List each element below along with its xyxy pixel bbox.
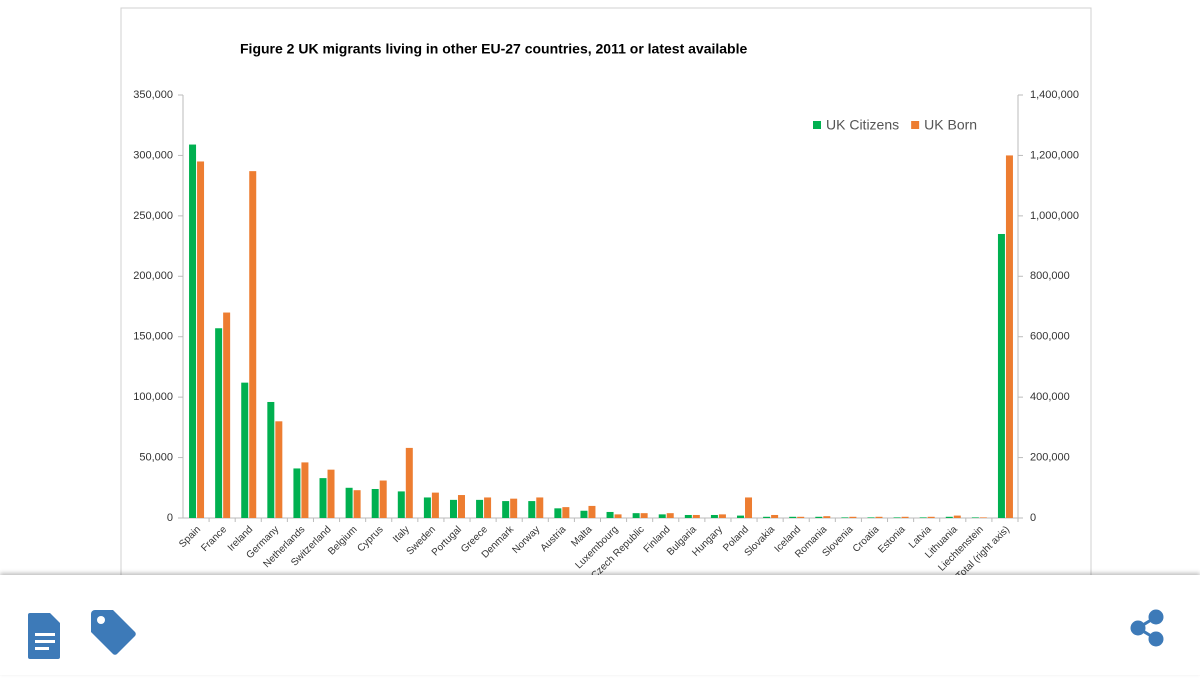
y-tick-label: 250,000	[133, 210, 173, 222]
bar	[737, 515, 745, 518]
bar	[588, 505, 596, 518]
bar	[692, 514, 700, 518]
y-tick-label: 150,000	[133, 331, 173, 343]
bar	[849, 516, 857, 518]
toolbar	[0, 575, 1200, 675]
bar	[554, 508, 562, 518]
bar	[867, 517, 875, 518]
bar	[293, 468, 301, 518]
bar	[684, 514, 692, 518]
bar	[1005, 155, 1013, 518]
bar	[919, 517, 927, 518]
y-tick-label: 50,000	[139, 451, 173, 463]
y-tick-label: 350,000	[133, 89, 173, 101]
bar	[267, 401, 275, 518]
bar	[710, 514, 718, 518]
bar	[510, 498, 518, 518]
bar	[606, 511, 614, 518]
bar	[476, 499, 484, 518]
bar	[319, 478, 327, 518]
bar	[841, 517, 849, 518]
bar	[658, 514, 666, 518]
bar	[275, 421, 283, 518]
bar	[397, 491, 405, 518]
bar	[893, 517, 901, 518]
y-tick-label: 1,000,000	[1030, 210, 1079, 222]
bar	[815, 516, 823, 518]
bar	[979, 517, 987, 518]
y-tick-label: 100,000	[133, 391, 173, 403]
bar	[666, 513, 674, 518]
bar	[528, 501, 536, 518]
bar	[971, 517, 979, 518]
bar	[371, 488, 379, 518]
bar	[457, 495, 465, 518]
legend-swatch	[911, 121, 920, 129]
bar	[301, 462, 309, 518]
bar	[823, 516, 831, 518]
bar	[945, 516, 953, 518]
bar	[405, 447, 413, 518]
y-tick-label: 200,000	[133, 270, 173, 282]
legend-swatch	[813, 121, 821, 129]
bar	[197, 161, 205, 518]
y-tick-label: 300,000	[133, 149, 173, 161]
y-tick-label: 400,000	[1030, 391, 1070, 403]
bar	[718, 514, 726, 518]
y-tick-label: 600,000	[1030, 331, 1070, 343]
bar	[797, 516, 805, 518]
bar	[423, 497, 431, 518]
document-icon[interactable]	[28, 613, 60, 659]
bar	[562, 507, 570, 518]
bar	[249, 171, 257, 518]
legend-label: UK Born	[924, 117, 977, 133]
bar	[353, 490, 361, 518]
bar	[997, 233, 1005, 518]
bar	[875, 516, 883, 518]
y-tick-label: 800,000	[1030, 270, 1070, 282]
bar	[771, 514, 779, 518]
bar	[953, 515, 961, 518]
chart-frame	[120, 7, 1092, 609]
bar	[484, 497, 492, 518]
y-tick-label: 0	[167, 512, 173, 524]
chart-title: Figure 2 UK migrants living in other EU-…	[240, 41, 747, 57]
bar	[632, 513, 640, 518]
bar	[502, 501, 510, 518]
bar	[449, 499, 457, 518]
share-icon[interactable]	[1130, 609, 1164, 647]
bar	[640, 513, 648, 518]
bar	[431, 492, 439, 518]
bar	[763, 516, 771, 518]
bar	[614, 514, 622, 518]
bar	[223, 312, 231, 518]
bar	[379, 480, 387, 518]
bar	[241, 382, 249, 518]
bar	[215, 328, 223, 518]
bar	[927, 516, 935, 518]
bar	[345, 487, 353, 518]
bar	[327, 469, 335, 518]
y-tick-label: 1,200,000	[1030, 149, 1079, 161]
toolbar-icons	[28, 609, 1164, 659]
y-tick-label: 200,000	[1030, 451, 1070, 463]
y-tick-label: 0	[1030, 512, 1036, 524]
bar	[536, 497, 544, 518]
y-tick-label: 1,400,000	[1030, 89, 1079, 101]
legend-label: UK Citizens	[826, 117, 899, 133]
bar	[580, 510, 588, 518]
bar	[745, 497, 753, 518]
bar	[789, 516, 797, 518]
bar	[189, 144, 197, 518]
tag-icon[interactable]	[91, 610, 136, 655]
bar	[901, 516, 909, 518]
